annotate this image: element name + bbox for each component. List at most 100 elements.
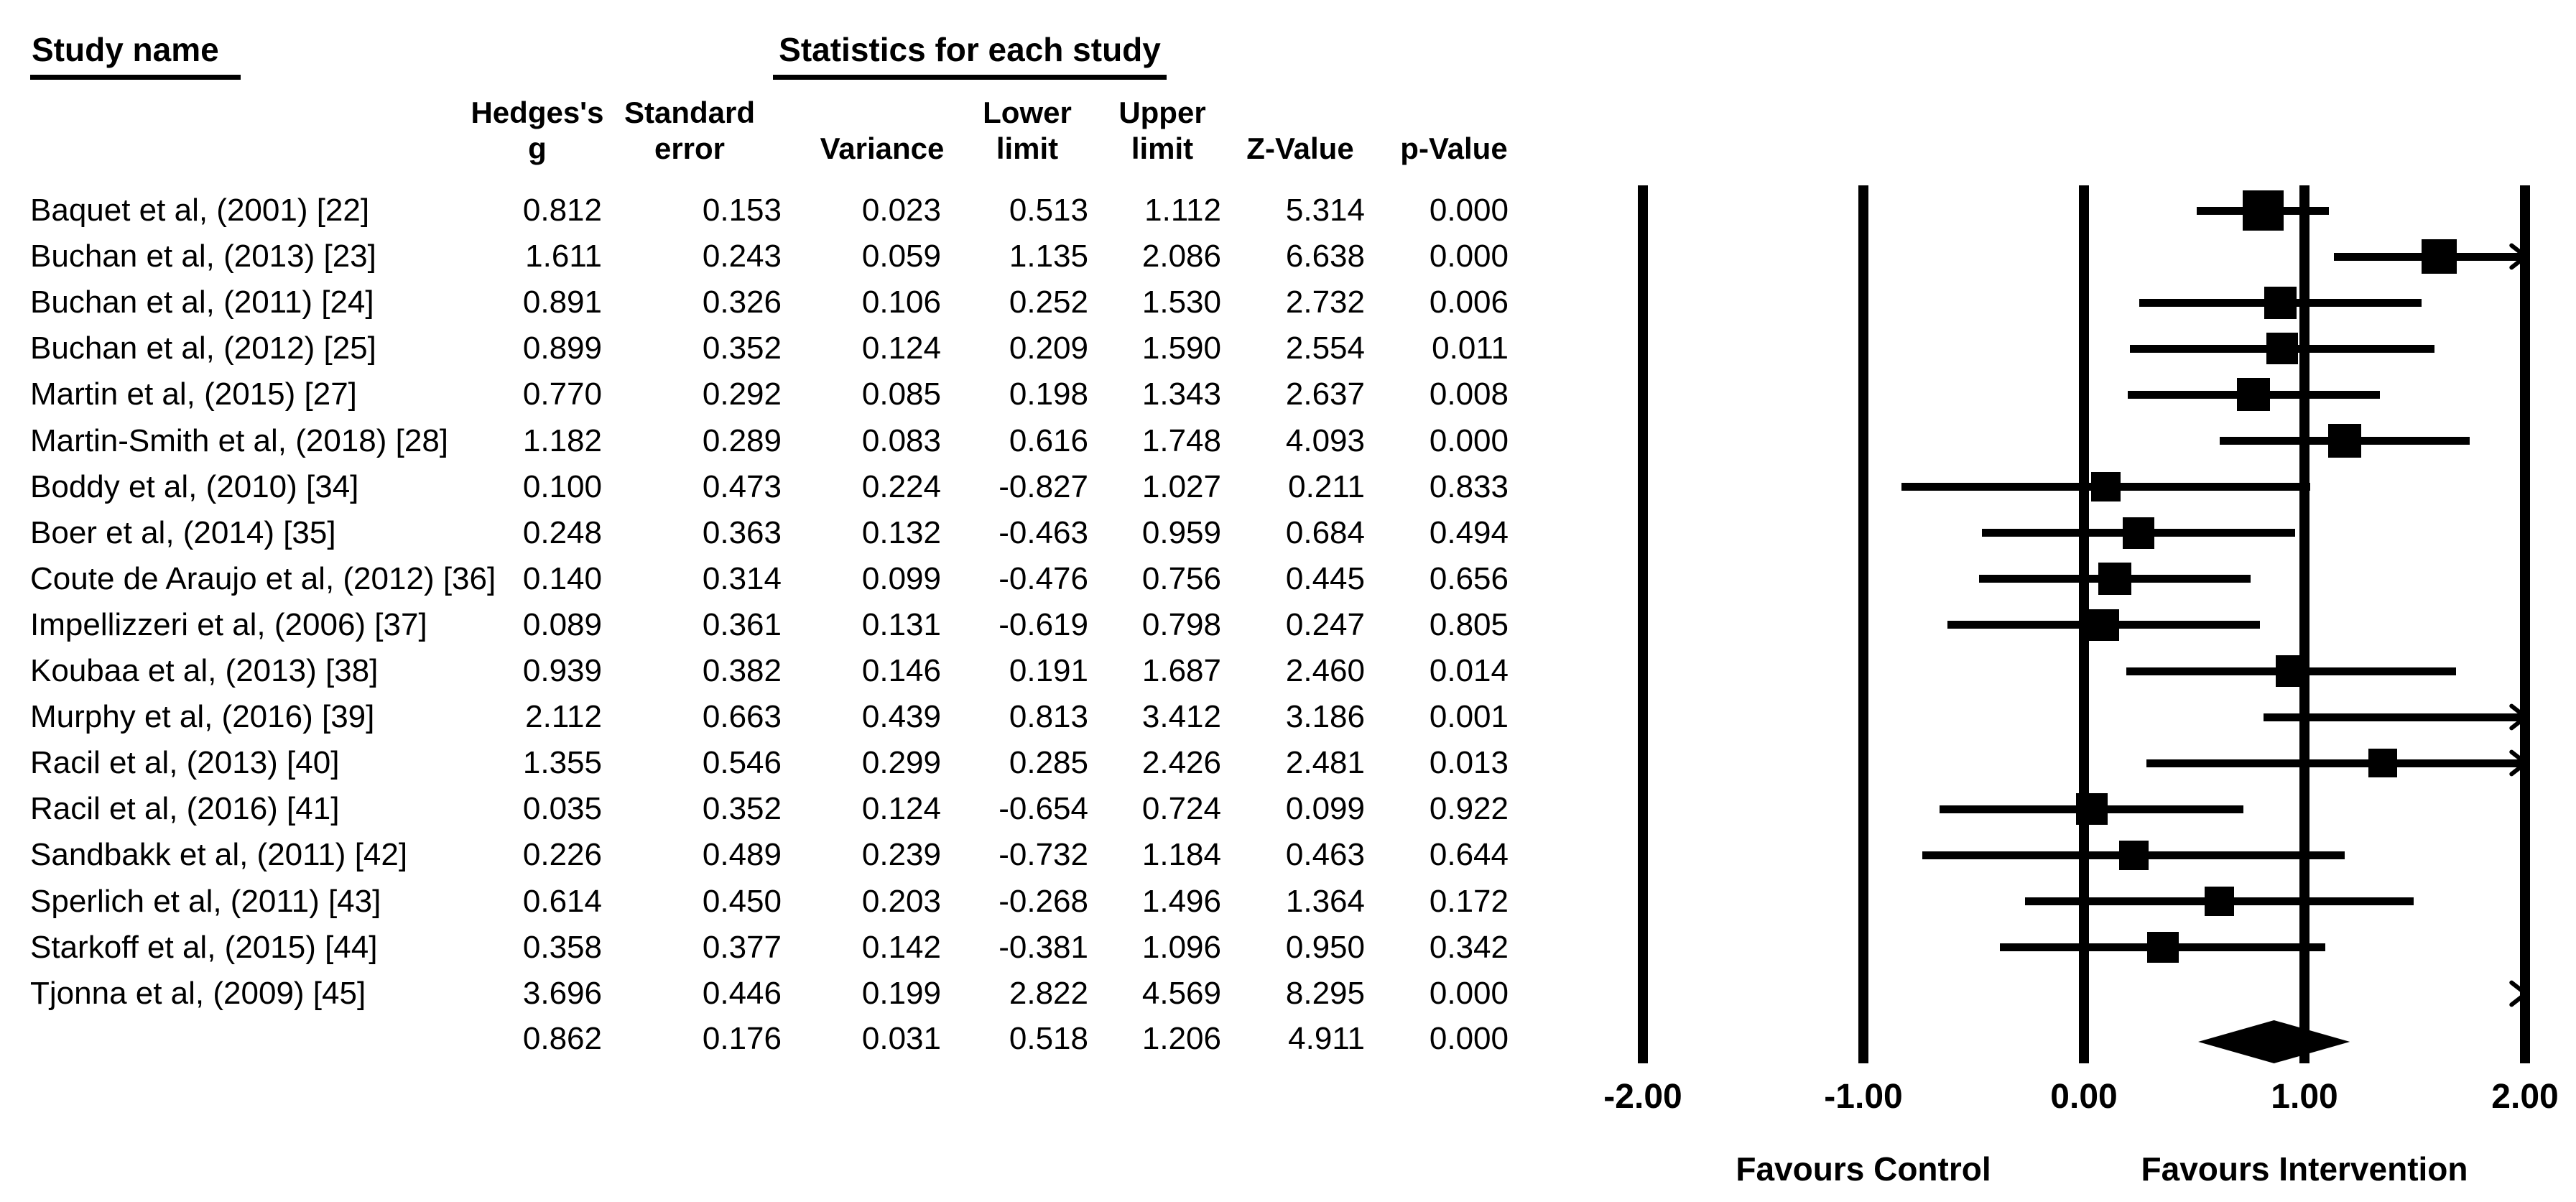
point-estimate-square bbox=[2264, 286, 2297, 319]
stat-value-p_value: 0.922 bbox=[1429, 791, 1509, 827]
stat-value-hedges_g: 0.100 bbox=[522, 468, 602, 504]
stat-value-standard_error: 0.352 bbox=[702, 330, 782, 366]
stat-value-upper_limit: 1.530 bbox=[1141, 285, 1221, 320]
column-header: p-Value bbox=[1400, 131, 1508, 165]
stat-value-variance: 0.023 bbox=[861, 193, 941, 228]
stat-value-upper_limit: 0.959 bbox=[1141, 514, 1221, 550]
stat-value-upper_limit: 1.096 bbox=[1141, 929, 1221, 965]
stat-value-standard_error: 0.243 bbox=[702, 239, 782, 274]
stat-value-p_value: 0.805 bbox=[1429, 606, 1509, 642]
stat-value-standard_error: 0.361 bbox=[702, 606, 782, 642]
study-name: Martin et al, (2015) [27] bbox=[30, 376, 357, 412]
stat-value-lower_limit: -0.827 bbox=[999, 468, 1088, 504]
stat-value-standard_error: 0.363 bbox=[702, 514, 782, 550]
stat-value-upper_limit: 1.027 bbox=[1141, 468, 1221, 504]
stat-value-lower_limit: -0.381 bbox=[999, 929, 1088, 965]
stat-value-upper_limit: 1.343 bbox=[1141, 376, 1221, 412]
stat-value-p_value: 0.644 bbox=[1429, 837, 1509, 873]
stat-value-p_value: 0.011 bbox=[1432, 330, 1509, 366]
stat-value-lower_limit: 1.135 bbox=[1009, 239, 1088, 274]
point-estimate-square bbox=[2088, 609, 2120, 641]
study-name: Impellizzeri et al, (2006) [37] bbox=[30, 606, 427, 642]
stat-value-standard_error: 0.314 bbox=[702, 560, 782, 596]
point-estimate-square bbox=[2098, 563, 2131, 596]
stat-value-z_value: 8.295 bbox=[1285, 975, 1365, 1011]
stat-value-hedges_g: 0.358 bbox=[522, 929, 602, 965]
stat-value-upper_limit: 0.798 bbox=[1141, 606, 1221, 642]
statistics-heading: Statistics for each study bbox=[773, 32, 1167, 80]
stat-value-z_value: 0.463 bbox=[1285, 837, 1365, 873]
favours-control-label: Favours Control bbox=[1736, 1150, 1991, 1188]
stat-value-lower_limit: 0.285 bbox=[1009, 745, 1088, 781]
stat-value-z_value: 0.247 bbox=[1285, 606, 1365, 642]
column-header: Lower limit bbox=[983, 96, 1072, 165]
stat-value-z_value: 4.093 bbox=[1285, 422, 1365, 458]
stat-value-hedges_g: 0.770 bbox=[522, 376, 602, 412]
study-name: Sperlich et al, (2011) [43] bbox=[30, 883, 381, 919]
stat-value-hedges_g: 0.035 bbox=[522, 791, 602, 827]
stat-value-variance: 0.059 bbox=[861, 239, 941, 274]
stat-value-hedges_g: 0.812 bbox=[522, 193, 602, 228]
stat-value-variance: 0.124 bbox=[861, 791, 941, 827]
stat-value-variance: 0.124 bbox=[861, 330, 941, 366]
stat-value-variance: 0.239 bbox=[861, 837, 941, 873]
stat-value-z_value: 2.481 bbox=[1285, 745, 1365, 781]
stat-value-p_value: 0.656 bbox=[1429, 560, 1509, 596]
study-name: Baquet et al, (2001) [22] bbox=[30, 193, 370, 228]
axis-gridline bbox=[2520, 185, 2530, 1063]
stat-value-upper_limit: 0.724 bbox=[1141, 791, 1221, 827]
stat-value-hedges_g: 1.611 bbox=[525, 239, 602, 274]
favours-intervention-label: Favours Intervention bbox=[2141, 1150, 2468, 1188]
stat-value-z_value: 2.732 bbox=[1285, 285, 1365, 320]
stat-value-upper_limit: 1.496 bbox=[1141, 883, 1221, 919]
stat-value-standard_error: 0.326 bbox=[702, 285, 782, 320]
stat-value-lower_limit: -0.619 bbox=[999, 606, 1088, 642]
stat-value-p_value: 0.000 bbox=[1429, 975, 1509, 1011]
stat-value-upper_limit: 1.184 bbox=[1141, 837, 1221, 873]
stat-value-standard_error: 0.663 bbox=[702, 699, 782, 735]
column-header: Variance bbox=[820, 131, 945, 165]
point-estimate-square bbox=[2422, 239, 2457, 274]
stat-value-upper_limit: 1.206 bbox=[1141, 1021, 1221, 1056]
stat-value-lower_limit: 0.513 bbox=[1009, 193, 1088, 228]
stat-value-z_value: 0.684 bbox=[1285, 514, 1365, 550]
stat-value-z_value: 0.211 bbox=[1288, 468, 1365, 504]
stat-value-variance: 0.099 bbox=[861, 560, 941, 596]
axis-gridline bbox=[1638, 185, 1648, 1063]
study-name-heading: Study name bbox=[30, 32, 241, 80]
study-name: Boer et al, (2014) [35] bbox=[30, 514, 336, 550]
column-header: Upper limit bbox=[1118, 96, 1206, 165]
stat-value-p_value: 0.342 bbox=[1429, 929, 1509, 965]
stat-value-standard_error: 0.352 bbox=[702, 791, 782, 827]
stat-value-variance: 0.299 bbox=[861, 745, 941, 781]
study-name: Murphy et al, (2016) [39] bbox=[30, 699, 375, 735]
stat-value-p_value: 0.006 bbox=[1429, 285, 1509, 320]
stat-value-standard_error: 0.489 bbox=[702, 837, 782, 873]
stat-value-lower_limit: 0.191 bbox=[1009, 653, 1088, 688]
study-name: Coute de Araujo et al, (2012) [36] bbox=[30, 560, 496, 596]
stat-value-z_value: 2.554 bbox=[1285, 330, 1365, 366]
stat-value-hedges_g: 0.226 bbox=[522, 837, 602, 873]
stat-value-standard_error: 0.153 bbox=[702, 193, 782, 228]
column-header: Z-Value bbox=[1246, 131, 1354, 165]
point-estimate-square bbox=[2123, 517, 2154, 549]
stat-value-variance: 0.132 bbox=[861, 514, 941, 550]
study-name: Koubaa et al, (2013) [38] bbox=[30, 653, 379, 688]
stat-value-lower_limit: -0.463 bbox=[999, 514, 1088, 550]
stat-value-hedges_g: 1.355 bbox=[522, 745, 602, 781]
axis-gridline bbox=[2299, 185, 2309, 1063]
axis-tick-label: 1.00 bbox=[2271, 1078, 2338, 1116]
point-estimate-square bbox=[2368, 748, 2398, 778]
stat-value-p_value: 0.000 bbox=[1429, 239, 1509, 274]
point-estimate-square bbox=[2075, 793, 2108, 826]
stat-value-standard_error: 0.546 bbox=[702, 745, 782, 781]
study-name: Sandbakk et al, (2011) [42] bbox=[30, 837, 408, 873]
stat-value-lower_limit: 0.198 bbox=[1009, 376, 1088, 412]
stat-value-variance: 0.031 bbox=[861, 1021, 941, 1056]
stat-value-p_value: 0.172 bbox=[1429, 883, 1509, 919]
stat-value-z_value: 2.637 bbox=[1285, 376, 1365, 412]
stat-value-hedges_g: 0.140 bbox=[522, 560, 602, 596]
stat-value-z_value: 6.638 bbox=[1285, 239, 1365, 274]
stat-value-variance: 0.131 bbox=[861, 606, 941, 642]
stat-value-hedges_g: 0.248 bbox=[522, 514, 602, 550]
